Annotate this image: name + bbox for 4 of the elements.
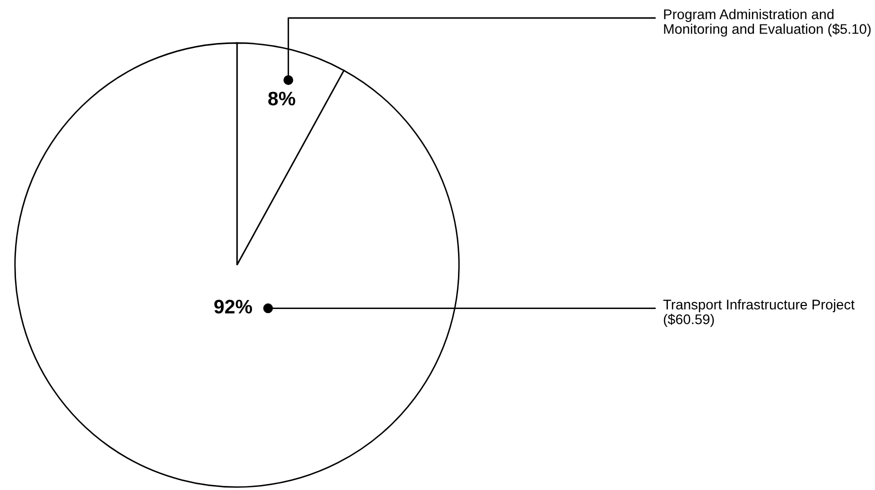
data-label: 8%: [268, 92, 296, 106]
slice-label: Transport Infrastructure Project ($60.59): [663, 299, 855, 327]
slice-label: Program Administration and Monitoring and Evaluation ($5.10): [664, 9, 871, 37]
data-label: 92%: [214, 300, 252, 314]
